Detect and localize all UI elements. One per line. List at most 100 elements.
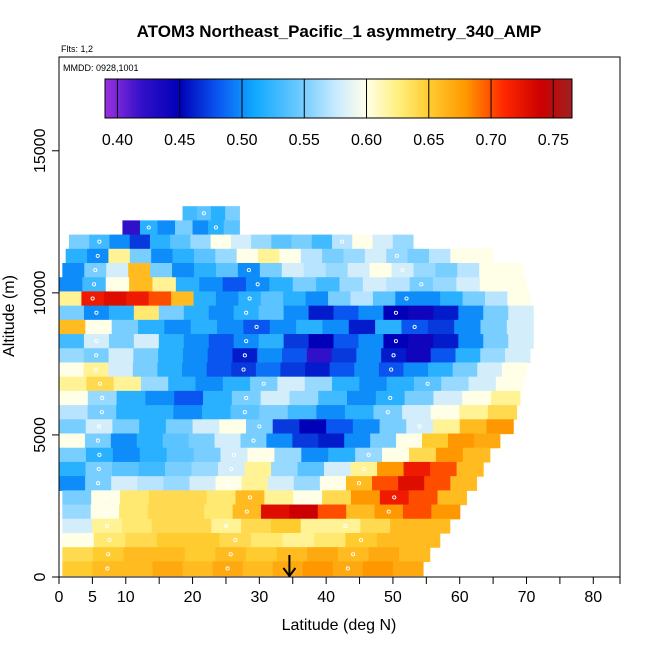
sample-point (257, 424, 262, 429)
heatmap-cell (218, 461, 246, 477)
heatmap-cell (322, 319, 350, 335)
sample-point (389, 367, 394, 372)
heatmap-cell (157, 220, 176, 236)
heatmap-cell (251, 234, 272, 250)
heatmap-cell (129, 277, 154, 293)
heatmap-cell (59, 348, 85, 364)
heatmap-cell (300, 248, 323, 264)
heatmap-cell (459, 405, 489, 420)
heatmap-cell (122, 561, 154, 577)
sample-point (241, 367, 246, 372)
heatmap-cell (62, 490, 92, 506)
heatmap-cell (165, 419, 194, 435)
heatmap-cell (59, 334, 85, 349)
heatmap-cell (87, 390, 118, 406)
heatmap-cell (59, 291, 83, 307)
heatmap-cell (401, 319, 429, 335)
heatmap-cell (267, 476, 295, 491)
sample-point (244, 395, 249, 401)
heatmap-cell (215, 248, 238, 264)
colorbar: 0.40 0.45 0.50 0.55 0.60 0.65 0.70 0.75 (102, 78, 573, 149)
heatmap-cell (211, 518, 242, 534)
heatmap-cell (283, 305, 310, 321)
heatmap-cell (319, 476, 347, 491)
sample-point (96, 466, 101, 472)
sample-point (94, 353, 99, 358)
heatmap-cell (324, 461, 352, 477)
sample-point (419, 282, 424, 287)
heatmap-cell (208, 334, 235, 349)
heatmap-cell (332, 234, 353, 250)
sample-point (229, 466, 234, 472)
y-tick-label: 5000 (32, 417, 49, 453)
heatmap-cell (350, 490, 381, 506)
heatmap-cell (352, 419, 381, 435)
heatmap-cell (330, 518, 361, 534)
heatmap-cell (354, 362, 380, 378)
x-tick-label: 20 (184, 589, 202, 606)
heatmap-cell (339, 277, 364, 293)
heatmap-cell (62, 532, 95, 548)
heatmap-cell (291, 234, 313, 250)
heatmap-cell (164, 319, 192, 335)
heatmap-cell (372, 476, 399, 491)
sample-point (228, 552, 233, 557)
heatmap-cell (59, 362, 85, 378)
heatmap-cell (233, 305, 260, 321)
heatmap-cell (304, 376, 333, 392)
heatmap-cell (292, 433, 319, 449)
sample-point (246, 268, 251, 273)
sample-point (218, 239, 223, 244)
heatmap-cell (137, 476, 164, 491)
heatmap-cell (359, 376, 388, 392)
heatmap-cell (86, 376, 115, 392)
sample-point (213, 225, 218, 230)
heatmap-cell (333, 305, 360, 321)
heatmap-cell (456, 277, 481, 293)
colorbar-tick-label: 0.40 (102, 132, 133, 149)
heatmap-cell (344, 405, 375, 420)
sample-point (393, 339, 398, 344)
heatmap-cell (166, 447, 195, 463)
heatmap-cell (271, 461, 299, 477)
x-tick-label: 5 (88, 589, 97, 606)
heatmap-cell (129, 234, 151, 250)
colorbar-tick-label: 0.55 (289, 132, 320, 149)
sample-point (224, 523, 229, 528)
sample-point (247, 296, 252, 301)
heatmap-cell (325, 263, 349, 278)
x-tick-label: 10 (117, 589, 135, 606)
heatmap-cell (364, 248, 387, 264)
heatmap-cell (307, 547, 339, 562)
heatmap-cell (483, 305, 509, 321)
heatmap-cell (396, 433, 423, 449)
heatmap-cell (83, 362, 109, 378)
heatmap-cell (413, 376, 442, 392)
heatmap-cell (190, 319, 218, 335)
heatmap-cell (269, 277, 294, 293)
heatmap-cell (108, 348, 134, 364)
heatmap-cell (162, 433, 190, 449)
heatmap-cell (121, 518, 153, 534)
heatmap-cell (62, 504, 92, 520)
heatmap-cell (158, 305, 185, 321)
sample-point (90, 296, 95, 301)
heatmap-cell (240, 433, 268, 449)
heatmap-cell (352, 234, 374, 250)
heatmap-cell (369, 263, 393, 278)
heatmap-cell (408, 305, 434, 321)
sample-point (400, 268, 405, 273)
heatmap-cell (111, 319, 139, 335)
heatmap-cell (210, 206, 226, 221)
y-axis-label: Altitude (m) (1, 275, 18, 357)
sample-point (93, 367, 98, 372)
heatmap-cell (237, 263, 261, 278)
heatmap-cell (458, 305, 484, 321)
x-tick-label: 50 (384, 589, 402, 606)
sample-point (225, 566, 230, 571)
colorbar-tick-label: 0.50 (226, 132, 257, 149)
heatmap-cell (217, 319, 245, 335)
heatmap-cell (92, 547, 125, 562)
heatmap-cell (486, 419, 514, 435)
heatmap-cell (139, 447, 168, 463)
